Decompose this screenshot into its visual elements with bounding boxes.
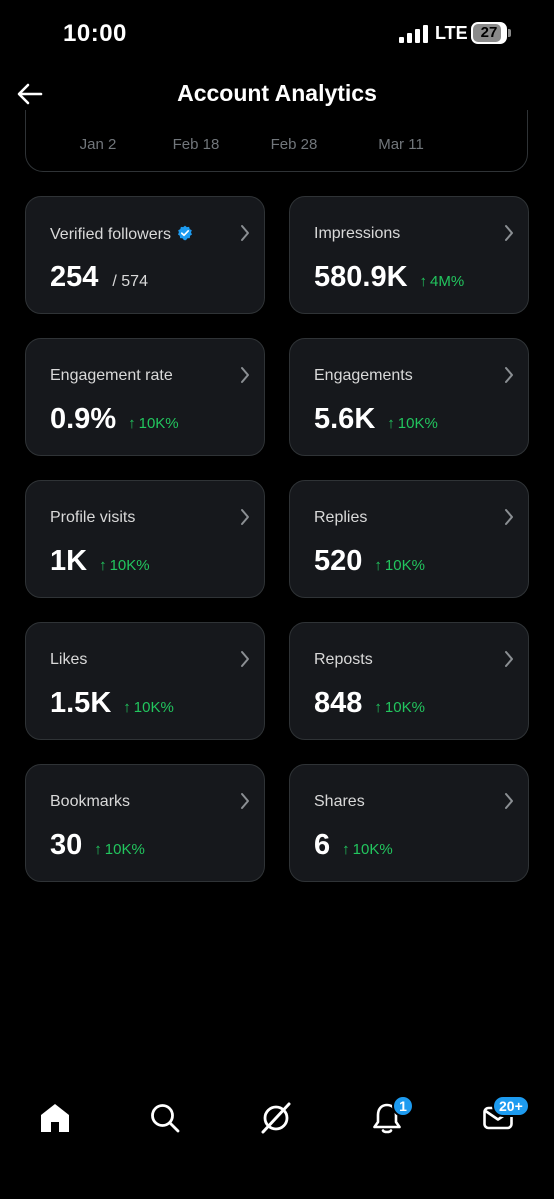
metric-change: ↑ 10K% xyxy=(374,699,425,716)
metric-label: Bookmarks xyxy=(50,793,131,810)
chevron-right-icon xyxy=(505,793,513,809)
up-arrow-icon: ↑ xyxy=(99,557,107,574)
metric-change: ↑ 10K% xyxy=(374,557,425,574)
chevron-right-icon xyxy=(505,651,513,667)
battery-level: 27 xyxy=(480,24,498,41)
chevron-right-icon xyxy=(241,367,249,383)
metric-value: 580.9K xyxy=(314,261,408,293)
grok-icon xyxy=(261,1102,291,1134)
nav-search[interactable] xyxy=(135,1085,195,1151)
up-arrow-icon: ↑ xyxy=(342,841,350,858)
metric-label: Reposts xyxy=(314,651,373,668)
up-arrow-icon: ↑ xyxy=(419,273,428,290)
metric-value: 30 xyxy=(50,829,83,861)
metric-total: / 574 xyxy=(112,273,148,290)
metric-card-verified-followers[interactable]: Verified followers 254 / 574 xyxy=(25,196,265,314)
metric-change: ↑ 10K% xyxy=(99,557,150,574)
metric-value: 520 xyxy=(314,545,363,577)
verified-badge-icon xyxy=(177,225,192,241)
metric-label: Verified followers xyxy=(50,226,171,243)
metric-card-shares[interactable]: Shares 6 ↑ 10K% xyxy=(289,764,529,882)
metric-card-profile-visits[interactable]: Profile visits 1K ↑ 10K% xyxy=(25,480,265,598)
metric-label: Profile visits xyxy=(50,509,136,526)
up-arrow-icon: ↑ xyxy=(94,841,102,858)
x-axis-label: Feb 28 xyxy=(270,136,318,153)
chart-card: Jan 2 Feb 18 Feb 28 Mar 11 xyxy=(25,110,528,172)
metric-change: ↑ 10K% xyxy=(387,415,438,432)
chevron-right-icon xyxy=(241,509,249,525)
up-arrow-icon: ↑ xyxy=(128,415,136,432)
metric-value: 5.6K xyxy=(314,403,376,435)
metric-value: 1.5K xyxy=(50,687,112,719)
metric-label: Likes xyxy=(50,651,88,668)
up-arrow-icon: ↑ xyxy=(374,557,382,574)
up-arrow-icon: ↑ xyxy=(374,699,382,716)
battery-icon: 27 xyxy=(471,22,511,44)
arrow-left-icon[interactable] xyxy=(14,78,46,110)
metric-card-replies[interactable]: Replies 520 ↑ 10K% xyxy=(289,480,529,598)
chevron-right-icon xyxy=(505,509,513,525)
search-icon xyxy=(151,1104,180,1133)
metric-change: ↑ 10K% xyxy=(123,699,174,716)
metric-change: ↑ 10K% xyxy=(342,841,393,858)
up-arrow-icon: ↑ xyxy=(123,699,131,716)
network-type: LTE xyxy=(435,23,468,43)
nav-home[interactable] xyxy=(25,1085,85,1151)
x-axis-label: Feb 18 xyxy=(172,136,220,153)
home-icon xyxy=(41,1104,69,1132)
metric-change: ↑ 10K% xyxy=(94,841,145,858)
metric-label: Shares xyxy=(314,793,365,810)
notifications-badge: 1 xyxy=(392,1095,414,1117)
metric-card-impressions[interactable]: Impressions 580.9K ↑ 4M% xyxy=(289,196,529,314)
metric-value: 1K xyxy=(50,545,88,577)
status-time: 10:00 xyxy=(63,20,127,47)
status-bar: 10:00 LTE 27 xyxy=(0,0,554,66)
metric-card-bookmarks[interactable]: Bookmarks 30 ↑ 10K% xyxy=(25,764,265,882)
chevron-right-icon xyxy=(505,225,513,241)
metric-value: 0.9% xyxy=(50,403,117,435)
metric-label: Engagement rate xyxy=(50,367,173,384)
metric-value: 254 xyxy=(50,261,99,293)
chevron-right-icon xyxy=(241,225,249,241)
chevron-right-icon xyxy=(505,367,513,383)
metric-change: ↑ 4M% xyxy=(419,273,465,290)
metric-card-reposts[interactable]: Reposts 848 ↑ 10K% xyxy=(289,622,529,740)
bottom-nav: 1 20+ xyxy=(0,1085,554,1151)
metric-change: ↑ 10K% xyxy=(128,415,179,432)
metric-value: 6 xyxy=(314,829,331,861)
metric-label: Engagements xyxy=(314,367,413,384)
metric-card-engagements[interactable]: Engagements 5.6K ↑ 10K% xyxy=(289,338,529,456)
page-title: Account Analytics xyxy=(177,80,377,106)
nav-messages[interactable]: 20+ xyxy=(468,1085,530,1151)
up-arrow-icon: ↑ xyxy=(387,415,395,432)
chevron-right-icon xyxy=(241,793,249,809)
metric-value: 848 xyxy=(314,687,363,719)
metric-card-likes[interactable]: Likes 1.5K ↑ 10K% xyxy=(25,622,265,740)
metric-card-engagement-rate[interactable]: Engagement rate 0.9% ↑ 10K% xyxy=(25,338,265,456)
messages-badge: 20+ xyxy=(492,1095,530,1117)
x-axis-label: Mar 11 xyxy=(378,136,424,153)
nav-grok[interactable] xyxy=(246,1085,306,1151)
nav-notifications[interactable]: 1 xyxy=(357,1085,417,1151)
page-header: Account Analytics xyxy=(0,66,554,122)
x-axis-label: Jan 2 xyxy=(79,136,117,153)
signal-icon xyxy=(399,25,429,43)
chevron-right-icon xyxy=(241,651,249,667)
metric-label: Replies xyxy=(314,509,368,526)
metric-label: Impressions xyxy=(314,225,401,242)
